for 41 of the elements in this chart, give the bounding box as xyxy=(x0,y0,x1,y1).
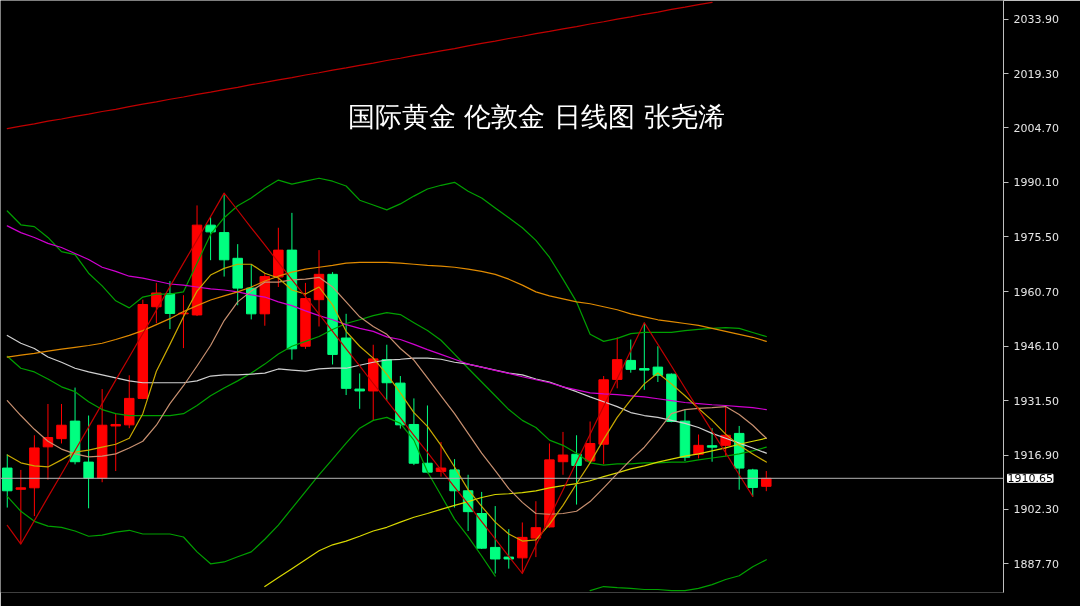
candlestick xyxy=(110,413,121,472)
candlestick xyxy=(56,403,67,444)
candlestick xyxy=(530,500,542,558)
candlestick xyxy=(761,470,772,492)
candlestick xyxy=(693,434,704,459)
line-series xyxy=(6,225,767,411)
candlestick xyxy=(15,469,27,545)
y-tick-label: 1902.30 xyxy=(1013,503,1059,517)
candlestick xyxy=(435,441,447,478)
candlestick xyxy=(517,521,528,574)
y-tick-label: 2033.90 xyxy=(1013,13,1059,27)
candlestick xyxy=(422,404,433,474)
y-tick-label: 2019.30 xyxy=(1013,67,1059,81)
y-tick-label: 1931.50 xyxy=(1013,394,1059,408)
line-series xyxy=(6,177,767,342)
candlestick xyxy=(205,216,216,261)
y-tick-label: 1946.10 xyxy=(1013,340,1059,354)
ref-line-label: 1910.65 xyxy=(1007,472,1053,486)
candlestick xyxy=(747,468,758,497)
y-tick-label: 1887.70 xyxy=(1013,557,1059,571)
candlestick xyxy=(489,505,501,574)
candlestick xyxy=(652,345,664,383)
candlestick xyxy=(83,415,94,509)
line-series xyxy=(6,334,767,454)
y-tick-label: 1975.50 xyxy=(1013,230,1059,244)
candlestick xyxy=(2,453,13,509)
candlestick xyxy=(503,528,515,570)
candlestick xyxy=(639,322,650,391)
candlestick xyxy=(625,339,637,374)
candlestick xyxy=(611,336,623,389)
line-series xyxy=(6,192,754,575)
y-tick-label: 1990.10 xyxy=(1013,176,1059,190)
candlestick xyxy=(354,372,365,410)
line-series xyxy=(6,261,767,358)
y-tick-label: 1916.90 xyxy=(1013,449,1059,463)
text: 国际黄金 伦敦金 日线图 张尧浠 xyxy=(347,101,725,132)
candlestick xyxy=(557,431,569,476)
candlestick xyxy=(706,427,718,463)
line-series xyxy=(6,312,767,466)
y-tick-label: 2004.70 xyxy=(1013,121,1059,135)
y-tick-label: 1960.70 xyxy=(1013,285,1059,299)
